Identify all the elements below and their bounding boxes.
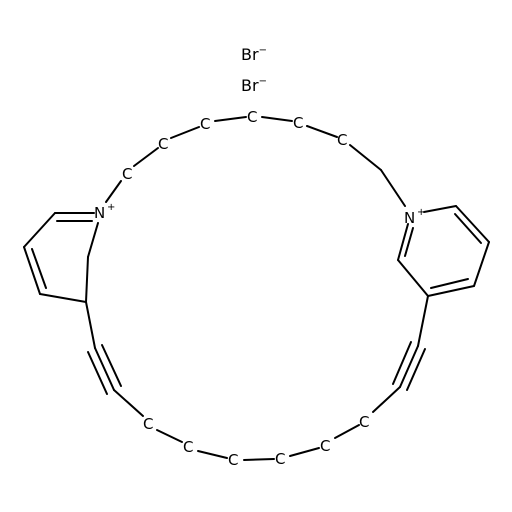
bond-left-ring-c3-c4-inner bbox=[31, 248, 47, 289]
bond-right-ring-c6-n bbox=[397, 223, 409, 261]
bond-chain-c1-c2 bbox=[133, 147, 159, 167]
bond-chain-n-c1 bbox=[105, 180, 122, 203]
bromide-ion-2-charge: − bbox=[259, 76, 267, 87]
bond-right-link bbox=[417, 295, 429, 347]
atom-carbon-lower-2: C bbox=[183, 438, 193, 456]
bond-chain-c6-c7 bbox=[349, 144, 382, 171]
bond-right-triple-b bbox=[406, 348, 426, 391]
bonds bbox=[23, 116, 490, 461]
bromide-ion-2: Br− bbox=[241, 76, 267, 95]
bond-lower-c3-c4 bbox=[243, 458, 275, 461]
atom-carbon-upper-6: C bbox=[337, 131, 347, 149]
bond-right-ring-c5-c6 bbox=[397, 259, 429, 297]
atom-nitrogen-left: N bbox=[94, 204, 105, 222]
bond-left-link bbox=[85, 301, 96, 349]
atom-nitrogen-right: N bbox=[404, 209, 415, 227]
bond-chain-c4-c5 bbox=[261, 116, 293, 122]
atom-labels: N + N + C C C C C C C C C C C C bbox=[94, 108, 425, 469]
atom-carbon-upper-1: C bbox=[122, 165, 132, 183]
counter-ions: Br− Br− bbox=[241, 45, 267, 95]
atom-carbon-lower-3: C bbox=[228, 451, 238, 469]
bond-chain-c5-c6 bbox=[306, 125, 338, 138]
bond-right-triple-a bbox=[399, 345, 419, 388]
atom-carbon-upper-3: C bbox=[200, 115, 210, 133]
bond-chain-c2-c3 bbox=[170, 126, 200, 139]
bond-chain-c7-n bbox=[380, 169, 406, 207]
bond-lower-c6-c7 bbox=[372, 386, 401, 413]
bond-lower-c2-c3 bbox=[197, 450, 228, 459]
bond-right-ring-c2-c3-inner bbox=[454, 213, 482, 244]
bromide-ion-1: Br− bbox=[241, 45, 267, 64]
bond-left-triple-b bbox=[87, 351, 108, 395]
bromide-ion-2-element: Br bbox=[241, 76, 259, 95]
atom-carbon-lower-5: C bbox=[320, 437, 330, 455]
bond-right-ring-n-c2 bbox=[423, 205, 457, 213]
bond-right-ring-c6-n-inner bbox=[404, 227, 414, 257]
atom-carbon-upper-2: C bbox=[158, 135, 168, 153]
bond-left-ring-c2-c3 bbox=[23, 212, 56, 248]
charge-nitrogen-right: + bbox=[417, 207, 425, 218]
bond-left-triple-c bbox=[101, 344, 122, 387]
bond-left-ring-c3-c4 bbox=[23, 246, 41, 295]
bromide-ion-1-charge: − bbox=[259, 45, 267, 56]
bond-left-triple-a bbox=[94, 347, 115, 391]
atom-carbon-lower-1: C bbox=[143, 415, 153, 433]
bond-lower-c0-c1 bbox=[113, 389, 144, 417]
bond-right-ring-c4-c5-inner bbox=[430, 278, 469, 289]
bond-lower-c1-c2 bbox=[156, 429, 183, 443]
bond-lower-c4-c5 bbox=[289, 447, 320, 457]
atom-carbon-upper-5: C bbox=[293, 114, 303, 132]
bond-right-ring-c2-c3 bbox=[455, 205, 490, 243]
atom-carbon-lower-4: C bbox=[275, 450, 285, 468]
bond-left-ring-c4-c5 bbox=[39, 293, 87, 303]
bromide-ion-1-element: Br bbox=[241, 45, 259, 64]
bond-left-ring-c6-n bbox=[87, 222, 99, 258]
bond-right-ring-c4-c5 bbox=[427, 285, 475, 297]
bond-chain-c3-c4 bbox=[214, 116, 247, 122]
atom-carbon-lower-6: C bbox=[359, 413, 369, 431]
atom-carbon-upper-4: C bbox=[247, 108, 257, 126]
bond-left-ring-c5-c6 bbox=[85, 256, 89, 303]
bond-lower-c5-c6 bbox=[334, 424, 360, 439]
bond-right-ring-c3-c4 bbox=[473, 241, 490, 287]
bond-right-triple-c bbox=[392, 341, 412, 385]
charge-nitrogen-left: + bbox=[107, 202, 115, 213]
